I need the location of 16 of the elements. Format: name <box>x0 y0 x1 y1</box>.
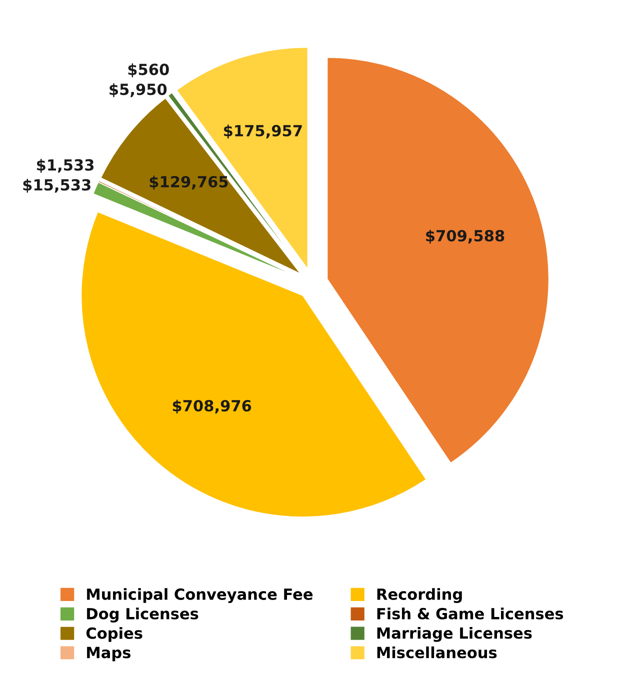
data-label: $1,533 <box>36 158 94 173</box>
legend-label: Fish & Game Licenses <box>377 608 564 620</box>
legend-label: Copies <box>86 627 142 642</box>
legend-label: Recording <box>377 588 462 604</box>
data-label: $709,588 <box>426 230 504 244</box>
data-label: $560 <box>128 63 169 78</box>
legend-label: Dog Licenses <box>87 608 198 623</box>
legend-label: Municipal Conveyance Fee <box>87 588 313 604</box>
data-label: $15,533 <box>23 178 90 193</box>
data-label: $708,976 <box>172 400 252 414</box>
data-label: $175,957 <box>224 124 302 138</box>
data-label: $129,765 <box>150 176 228 190</box>
legend-label: Maps <box>87 646 130 662</box>
data-label: $5,950 <box>110 83 167 98</box>
legend-label: Marriage Licenses <box>377 626 532 642</box>
legend-label: Miscellaneous <box>377 646 497 658</box>
